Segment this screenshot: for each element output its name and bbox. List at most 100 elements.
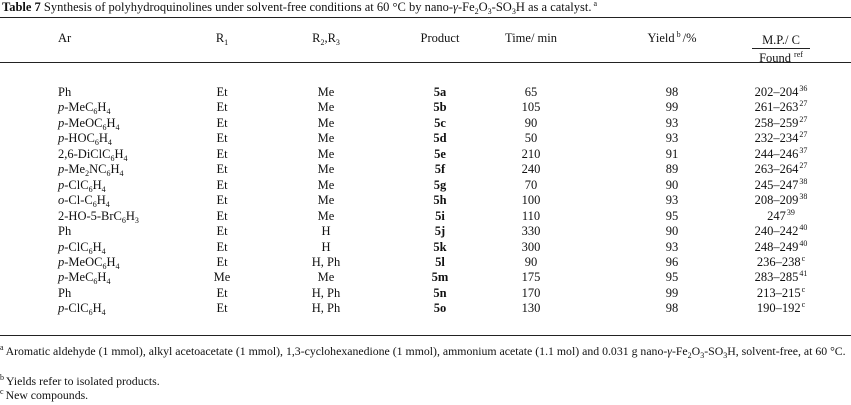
cell-text: 5c — [434, 115, 446, 130]
cell-text: Et — [216, 239, 228, 254]
cell-text: 105 — [521, 100, 541, 115]
cell-yield: 98 — [666, 301, 679, 315]
cell-text: 130 — [521, 301, 541, 316]
cell-text: p-ClC6H4 — [58, 177, 106, 194]
cell-text: 240 — [521, 162, 541, 177]
header-found: Found ref — [759, 51, 803, 66]
cell-yield: 93 — [666, 131, 679, 145]
header-unit: /% — [682, 31, 697, 45]
cell-text: 5d — [433, 131, 447, 146]
cell-text: Et — [216, 254, 228, 269]
header-ar: Ar — [58, 31, 71, 45]
bottom-rule — [0, 335, 851, 336]
cell-ref: 40 — [799, 238, 808, 248]
cell-mp: 248–24940 — [755, 238, 808, 254]
header-text: R1 — [215, 31, 229, 47]
cell-text: Me — [317, 270, 335, 285]
cell-r1: Et — [216, 162, 227, 176]
cell-r23: Me — [318, 100, 335, 114]
cell-product: 5o — [434, 301, 447, 315]
cell-text: H, Ph — [311, 301, 341, 316]
top-rule — [0, 17, 851, 18]
cell-text: 175 — [521, 270, 541, 285]
footnote-mark: b — [0, 373, 4, 382]
caption-text: Synthesis of polyhydroquinolines under s… — [43, 0, 592, 16]
cell-text: 65 — [524, 85, 538, 99]
cell-ar: Ph — [58, 286, 71, 300]
cell-text: Et — [216, 285, 228, 300]
cell-text: 330 — [521, 224, 541, 239]
cell-yield: 93 — [666, 193, 679, 207]
header-text: Found — [759, 51, 792, 65]
cell-ar: p-ClC6H4 — [58, 301, 106, 317]
cell-r1: Et — [216, 131, 227, 145]
cell-text: p-HOC6H4 — [58, 131, 112, 148]
cell-text: Et — [216, 162, 228, 177]
cell-text: 5j — [434, 224, 446, 239]
cell-yield: 90 — [666, 224, 679, 238]
cell-product: 5e — [434, 147, 446, 161]
cell-r1: Me — [214, 270, 231, 284]
cell-ar: p-ClC6H4 — [58, 240, 106, 256]
cell-text: 5b — [433, 100, 447, 115]
cell-mp: 261–26327 — [755, 99, 808, 115]
footnote: a Aromatic aldehyde (1 mmol), alkyl aceto… — [0, 344, 848, 360]
cell-text: Me — [317, 177, 335, 192]
footnote: c New compounds. — [0, 388, 848, 403]
cell-yield: 96 — [666, 255, 679, 269]
cell-text: Et — [216, 131, 228, 146]
cell-ar: p-MeC6H4 — [58, 270, 110, 286]
cell-text: 93 — [665, 131, 679, 146]
cell-r1: Et — [216, 301, 227, 315]
cell-text: 91 — [665, 146, 679, 161]
cell-r23: H, Ph — [312, 286, 340, 300]
cell-yield: 91 — [666, 147, 679, 161]
cell-ref: 27 — [799, 99, 808, 109]
cell-yield: 99 — [666, 100, 679, 114]
cell-ref: 40 — [799, 223, 808, 233]
cell-time: 110 — [522, 209, 540, 223]
footnote-text: Aromatic aldehyde (1 mmol), alkyl acetoa… — [5, 344, 846, 360]
cell-text: Et — [216, 224, 228, 239]
cell-r1: Et — [216, 286, 227, 300]
cell-time: 105 — [522, 100, 541, 114]
header-note: b — [676, 30, 681, 39]
cell-text: 2,6-DiClC6H4 — [58, 146, 128, 163]
cell-text: p-MeOC6H4 — [58, 254, 120, 271]
cell-text: 50 — [524, 131, 538, 146]
caption: Table 7 Synthesis of polyhydroquinolines… — [2, 0, 597, 16]
cell-mp: 202–20436 — [755, 85, 808, 100]
cell-time: 240 — [522, 162, 541, 176]
cell-time: 90 — [525, 255, 538, 269]
cell-r1: Et — [216, 240, 227, 254]
cell-r1: Et — [216, 178, 227, 192]
cell-ref: 41 — [799, 269, 808, 279]
cell-product: 5k — [433, 240, 446, 254]
cell-text: p-MeOC6H4 — [58, 115, 120, 132]
cell-yield: 95 — [666, 270, 679, 284]
cell-ref: 37 — [799, 145, 808, 155]
cell-mp: 213–215c — [757, 285, 805, 300]
cell-ar: Ph — [58, 224, 71, 238]
cell-text: 99 — [665, 285, 679, 300]
cell-text: 170 — [521, 285, 541, 300]
cell-ar: p-HOC6H4 — [58, 131, 112, 148]
cell-text: 93 — [665, 115, 679, 130]
header-text: Product — [420, 31, 460, 45]
cell-time: 90 — [525, 116, 538, 130]
cell-mp: 245–24738 — [755, 177, 808, 192]
cell-text: 95 — [665, 208, 679, 223]
cell-time: 65 — [525, 85, 538, 99]
cell-time: 100 — [522, 193, 541, 207]
cell-text: 93 — [665, 239, 679, 254]
footnote-text: Yields refer to isolated products. — [6, 374, 160, 388]
cell-time: 210 — [522, 147, 541, 161]
cell-text: Me — [317, 131, 335, 146]
cell-r1: Et — [216, 255, 227, 269]
cell-text: Me — [317, 208, 335, 223]
cell-r1: Et — [216, 224, 227, 238]
cell-product: 5f — [435, 162, 445, 176]
cell-r23: Me — [318, 131, 335, 145]
cell-text: 100 — [521, 193, 541, 208]
